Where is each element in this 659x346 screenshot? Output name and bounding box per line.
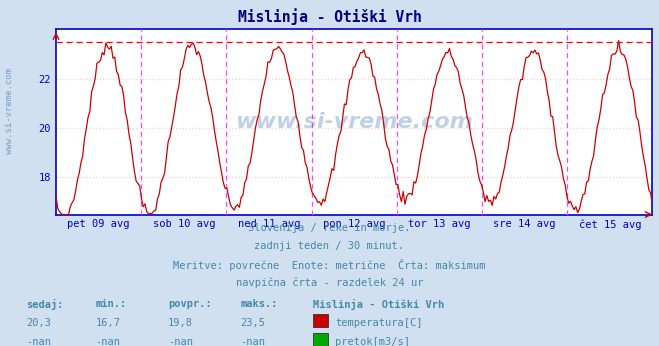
Text: Mislinja - Otiški Vrh: Mislinja - Otiški Vrh — [238, 9, 421, 26]
Text: -nan: -nan — [168, 337, 193, 346]
Text: maks.:: maks.: — [241, 299, 278, 309]
Text: -nan: -nan — [241, 337, 266, 346]
Text: Mislinja - Otiški Vrh: Mislinja - Otiški Vrh — [313, 299, 444, 310]
Text: zadnji teden / 30 minut.: zadnji teden / 30 minut. — [254, 241, 405, 251]
Text: www.si-vreme.com: www.si-vreme.com — [235, 112, 473, 132]
Text: 16,7: 16,7 — [96, 318, 121, 328]
Text: sedaj:: sedaj: — [26, 299, 64, 310]
Text: www.si-vreme.com: www.si-vreme.com — [5, 68, 14, 154]
Text: min.:: min.: — [96, 299, 127, 309]
Text: 23,5: 23,5 — [241, 318, 266, 328]
Text: Slovenija / reke in morje.: Slovenija / reke in morje. — [248, 223, 411, 233]
Text: -nan: -nan — [26, 337, 51, 346]
Text: -nan: -nan — [96, 337, 121, 346]
Text: povpr.:: povpr.: — [168, 299, 212, 309]
Text: temperatura[C]: temperatura[C] — [335, 318, 423, 328]
Text: navpična črta - razdelek 24 ur: navpična črta - razdelek 24 ur — [236, 277, 423, 288]
Text: 19,8: 19,8 — [168, 318, 193, 328]
Text: 20,3: 20,3 — [26, 318, 51, 328]
Text: Meritve: povrečne  Enote: metrične  Črta: maksimum: Meritve: povrečne Enote: metrične Črta: … — [173, 259, 486, 271]
Text: pretok[m3/s]: pretok[m3/s] — [335, 337, 411, 346]
